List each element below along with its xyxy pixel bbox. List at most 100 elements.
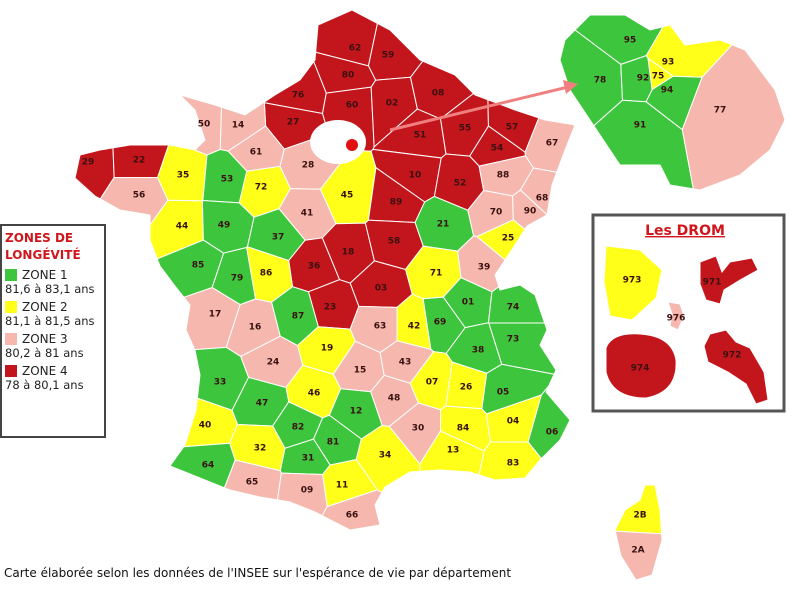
department-code: 63 [374,322,387,332]
department-code: 52 [454,179,467,189]
department-code: 37 [272,233,285,243]
paris-area [310,120,366,164]
department-code: 24 [267,358,280,368]
department-code: 976 [667,314,686,324]
department-code: 50 [198,120,211,130]
department-code: 17 [209,310,222,320]
department-code: 22 [133,156,146,166]
department-code: 72 [255,183,268,193]
department-code: 13 [447,446,460,456]
department-code: 31 [302,454,315,464]
legend-label: ZONE 2 [22,300,68,314]
legend-entry: ZONE 1 [5,268,101,282]
department-code: 43 [399,358,412,368]
department-code: 93 [662,58,675,68]
department-code: 972 [723,351,742,361]
department-code: 38 [472,346,485,356]
department [419,430,485,476]
legend: ZONES DE LONGÉVITÉ ZONE 1 81,6 à 83,1 ans… [0,224,106,438]
department-code: 29 [82,158,95,168]
legend-swatch [5,333,17,345]
department-code: 54 [491,144,504,154]
legend-label: ZONE 3 [22,332,68,346]
department-code: 70 [490,208,503,218]
department-code: 21 [437,220,450,230]
department-code: 2A [631,546,644,556]
region: 2B 2A [614,484,663,581]
department-code: 94 [661,86,674,96]
department-code: 18 [342,248,355,258]
department-code: 55 [459,124,472,134]
department [593,99,695,190]
department-code: 60 [346,101,359,111]
department-code: 80 [342,71,355,81]
department-code: 28 [302,161,315,171]
department-code: 67 [546,139,559,149]
department [703,329,769,405]
arrow-line [389,85,569,132]
department-code: 10 [409,171,422,181]
department-code: 89 [390,198,403,208]
department-code: 974 [631,364,650,374]
department-code: 59 [382,51,395,61]
department-code: 01 [462,298,475,308]
department-code: 11 [336,481,349,491]
legend-entry: ZONE 3 [5,332,101,346]
department-code: 53 [221,175,234,185]
department-code: 92 [637,74,650,84]
department-code: 16 [249,323,262,333]
department-code: 68 [536,194,549,204]
department-code: 82 [292,423,305,433]
department-code: 87 [292,312,305,322]
department-code: 15 [354,366,367,376]
department-code: 2B [633,511,646,521]
department-code: 57 [506,123,519,133]
department [478,441,543,481]
department [614,484,663,535]
caption: Carte élaborée selon les données de l'IN… [4,566,512,580]
department-code: 25 [502,234,515,244]
department-code: 56 [133,191,146,201]
department-code: 62 [349,44,362,54]
legend-entry: ZONE 4 [5,364,101,378]
department-code: 42 [408,322,421,332]
department-code: 65 [246,478,259,488]
department-code: 07 [426,378,439,388]
department-code: 66 [346,511,359,521]
department-code: 973 [623,276,642,286]
department-code: 74 [507,303,520,313]
department-code: 51 [414,131,427,141]
legend-range: 81,6 à 83,1 ans [5,282,95,296]
department-code: 19 [321,344,334,354]
department-code: 36 [308,262,321,272]
department-code: 71 [430,269,443,279]
department-code: 49 [218,221,231,231]
region: 95 78 92 75 93 94 91 77 [559,14,786,191]
department-code: 09 [301,486,314,496]
department-code: 77 [714,106,727,116]
department-code: 45 [341,191,354,201]
department-code: 47 [256,399,269,409]
legend-entry: ZONE 2 [5,300,101,314]
department [527,385,571,460]
department-code: 78 [594,76,607,86]
department-code: 30 [412,424,425,434]
legend-swatch [5,269,17,281]
department [605,333,677,399]
paris-dot [346,139,358,151]
department-code: 14 [232,121,245,131]
department-code: 34 [379,451,392,461]
legend-title: ZONES DE LONGÉVITÉ [5,231,81,262]
legend-swatch [5,365,17,377]
drom-title: Les DROM [645,223,725,239]
department-code: 33 [214,378,227,388]
department-code: 41 [301,209,314,219]
department-code: 26 [460,383,473,393]
region: 62 59 80 76 60 02 08 27 51 55 57 54 67 50 14 61 28 29 22 56… [74,9,576,531]
department-code: 88 [497,171,510,181]
department [321,489,383,531]
department-code: 75 [652,72,665,82]
department-code: 95 [624,36,637,46]
